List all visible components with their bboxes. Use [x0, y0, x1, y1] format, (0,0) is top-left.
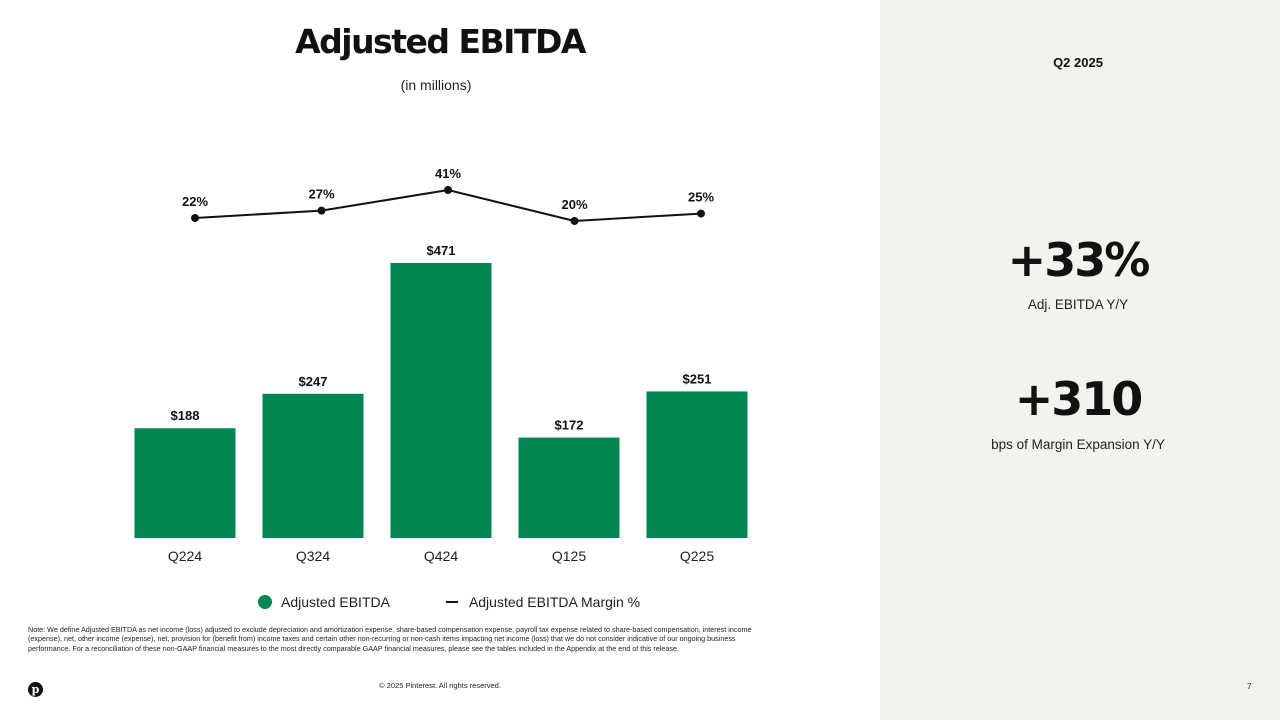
margin-point [191, 214, 199, 222]
bar-value-label: $172 [555, 418, 584, 433]
margin-point [317, 206, 326, 215]
bar-Q225 [646, 391, 748, 538]
margin-point [697, 209, 705, 218]
footnote: Note: We define Adjusted EBITDA as net i… [28, 625, 752, 653]
bar-Q324 [262, 393, 364, 538]
period-label: Q2 2025 [1053, 55, 1103, 70]
margin-point [570, 216, 579, 225]
stat-margin-expansion: +310 [1014, 372, 1144, 426]
bar-Q224 [134, 428, 236, 538]
margin-point [444, 186, 452, 194]
legend-bar-label: Adjusted EBITDA [281, 594, 390, 610]
bar-Q125 [518, 437, 620, 538]
pinterest-logo-icon: p [28, 682, 43, 697]
x-tick-label: Q224 [168, 548, 202, 564]
margin-value-label: 27% [308, 187, 334, 202]
bar-value-label: $188 [171, 408, 200, 423]
stat-margin-expansion-label: bps of Margin Expansion Y/Y [991, 437, 1165, 452]
bar-value-label: $471 [427, 243, 456, 258]
margin-value-label: 22% [182, 194, 208, 209]
margin-value-label: 20% [561, 197, 587, 212]
x-tick-label: Q424 [424, 548, 458, 564]
bar-value-label: $247 [299, 374, 328, 389]
margin-value-label: 25% [688, 190, 714, 205]
margin-line [194, 188, 702, 222]
x-tick-label: Q324 [296, 548, 330, 564]
x-tick-label: Q125 [552, 548, 586, 564]
legend-line-swatch [445, 601, 458, 603]
chart-title: Adjusted EBITDA [295, 22, 586, 61]
stat-ebitda-growth: +33% [1007, 233, 1151, 287]
legend-line-label: Adjusted EBITDA Margin % [468, 594, 641, 610]
slide-side-panel [880, 0, 1280, 720]
ebitda-chart: $188 Q224 $247 Q324 $471 Q424 $172 Q125 $251 Q225… [134, 166, 748, 564]
margin-value-label: 41% [435, 166, 461, 181]
copyright: © 2025 Pinterest. All rights reserved. [379, 681, 501, 690]
legend-bar-swatch [258, 595, 272, 609]
bar-value-label: $251 [683, 371, 712, 386]
x-tick-label: Q225 [680, 548, 714, 564]
chart-subtitle: (in millions) [400, 77, 472, 93]
bar-Q424 [390, 263, 492, 538]
page-number: 7 [1247, 682, 1252, 691]
stat-ebitda-growth-label: Adj. EBITDA Y/Y [1027, 297, 1129, 312]
chart-legend: Adjusted EBITDA Adjusted EBITDA Margin % [258, 594, 640, 610]
